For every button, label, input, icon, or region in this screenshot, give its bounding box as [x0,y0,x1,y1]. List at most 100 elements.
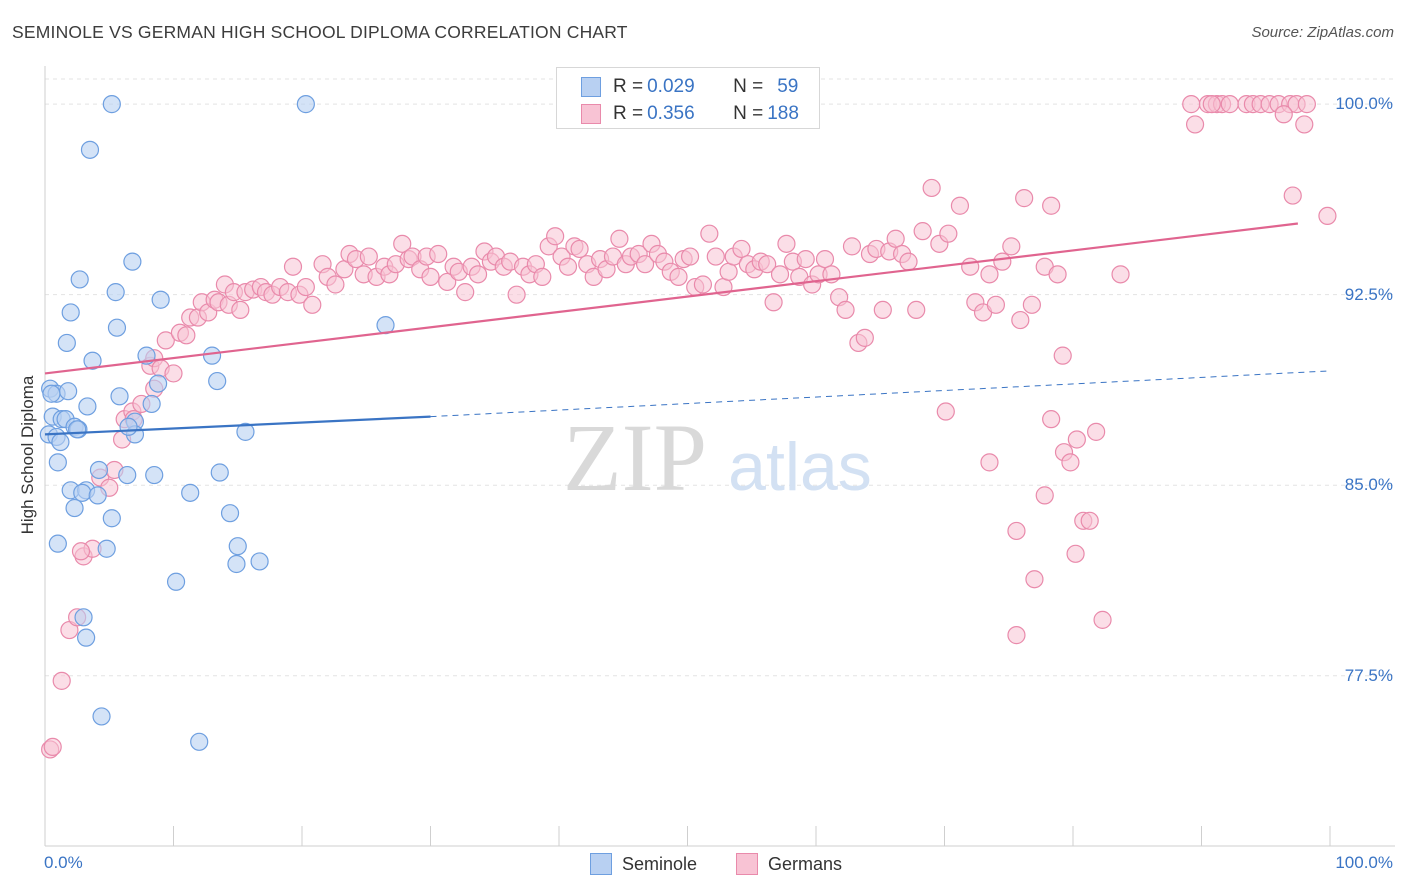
germans-point [1061,453,1080,472]
germans-point [283,257,303,276]
germans-point [71,542,91,561]
germans-point [177,326,196,345]
germans-point [1066,544,1085,563]
germans-point [1111,265,1130,284]
germans-point [610,229,629,248]
bottom-seminole-label: Seminole [622,853,698,874]
germans-point [706,247,725,266]
germans-point [1093,610,1112,629]
seminole-point [107,318,127,337]
seminole-point [119,417,138,436]
germans-point [1007,521,1026,541]
germans-point [52,671,71,690]
seminole-point [61,303,80,322]
germans-point [815,249,835,269]
seminole-point [78,397,97,416]
germans-point [635,255,655,274]
seminole-point [83,351,102,370]
germans-point [1042,196,1061,215]
germans-point [1025,570,1044,589]
chart-title: SEMINOLE VS GERMAN HIGH SCHOOL DIPLOMA C… [12,22,628,42]
germans-point [986,295,1006,314]
watermark-atlas: atlas [728,429,872,505]
seminole-point [228,537,247,556]
germans-point [1053,346,1072,365]
germans-point [546,227,565,246]
germans-point [899,252,918,271]
germans-point [1022,295,1041,314]
y-tick-label: 77.5% [1344,665,1393,685]
seminole-point [65,498,84,518]
seminole-point [148,374,168,393]
germans-point [231,300,250,320]
seminole-point [57,333,76,353]
legend-row-germans: R = 0.356 N = 188 [581,103,799,125]
germans-point [719,262,738,281]
germans-point [393,234,412,253]
germans-point [164,364,183,383]
seminole-r-value: 0.029 [647,76,695,97]
axes [44,66,1395,847]
seminole-point [48,534,67,553]
germans-point [1080,511,1099,530]
germans-point [922,178,941,198]
germans-point [1035,486,1054,505]
seminole-r-label: R = [613,76,644,97]
germans-point [950,196,970,215]
germans-point [873,300,892,320]
seminole-point [166,572,186,591]
germans-point [1007,626,1026,645]
germans-point [980,453,999,472]
germans-point [1185,115,1205,134]
seminole-point [89,460,109,480]
germans-point [303,295,322,314]
seminole-n-value: 59 [777,76,799,97]
germans-point [693,275,713,294]
y-tick-label: 85.0% [1344,475,1393,495]
seminole-point [190,732,209,751]
germans-point [1274,105,1293,124]
correlation-legend: R = 0.029 N = 59 R = 0.356 N = 188 [556,67,820,129]
seminole-point [42,384,61,403]
seminole-point [142,394,161,414]
germans-point [156,331,175,350]
seminole-point [51,432,70,452]
germans-point [296,277,315,297]
seminole-point [210,463,229,482]
seminole-point [59,382,78,401]
germans-point [1283,186,1302,205]
germans-point [359,247,378,266]
seminole-point [48,453,67,472]
germans-point [886,229,905,248]
germans-point [1048,265,1067,284]
seminole-point [80,140,100,159]
germans-point [456,283,475,302]
germans-point [468,265,488,284]
germans-point [1295,115,1314,134]
germans-point [758,255,777,274]
germans-point [421,267,440,286]
germans-point [993,252,1012,271]
germans-point [732,239,751,259]
seminole-point [220,504,240,523]
germans-trend-line [44,222,1299,375]
germans-point [326,275,345,294]
germans-point [980,265,999,284]
germans-point [570,239,589,259]
germans-point [1015,189,1034,208]
germans-swatch [581,104,601,124]
seminole-trend-extension [430,370,1331,418]
seminole-point [73,483,92,502]
bottom-seminole-swatch [590,853,612,875]
germans-point [429,244,448,264]
seminole-point [74,608,93,627]
seminole-point [68,420,87,439]
germans-point [770,265,790,284]
y-tick-label: 92.5% [1344,284,1393,304]
seminole-point [77,628,96,647]
germans-point [1318,206,1337,226]
germans-point [936,402,955,421]
germans-point [764,293,783,312]
germans-point [1202,95,1221,114]
